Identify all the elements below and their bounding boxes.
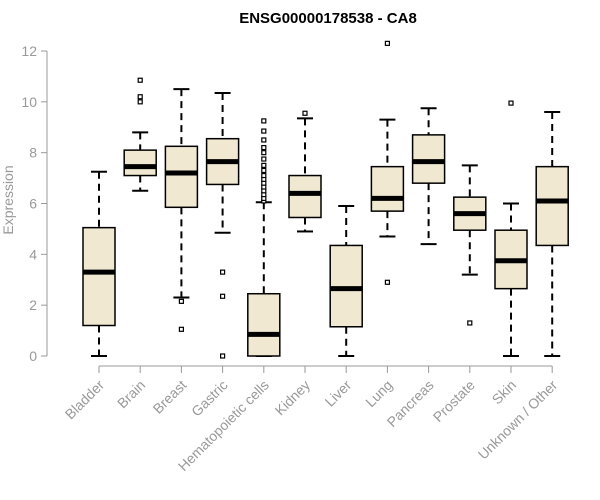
outlier-point [137,94,143,100]
y-tick-label: 12 [21,43,37,59]
box-unknown-other [535,111,569,357]
box-iqr [247,292,281,357]
box-skin [494,100,528,357]
outlier-point [261,172,267,179]
box-iqr [164,145,199,209]
x-tick-label: Bladder [62,377,108,423]
box-iqr [329,244,363,328]
outlier-point [261,118,267,124]
outlier-point [178,298,184,304]
box-liver [329,205,363,357]
x-tick-label: Skin [489,377,520,408]
outlier-point [220,353,226,359]
box-iqr [411,134,446,184]
box-iqr [82,226,116,327]
box-iqr [370,165,405,212]
chart-title: ENSG00000178538 - CA8 [239,10,417,27]
outlier-point [508,100,514,106]
box-breast [164,88,199,332]
box-iqr [535,165,569,247]
x-tick-label: Brain [114,377,148,411]
outlier-point [302,110,308,116]
box-series [82,40,569,359]
box-iqr [123,149,157,177]
y-tick-label: 4 [29,246,37,262]
outlier-point [384,40,390,46]
x-tick-label: Lung [362,377,395,410]
outlier-point [261,156,267,162]
x-tick-label: Kidney [272,377,314,419]
outlier-point [178,326,184,332]
outlier-point [220,269,226,275]
outlier-point [261,150,267,156]
outlier-point [137,77,143,83]
y-axis-label: Expression [0,165,16,234]
outlier-point [261,167,267,174]
x-tick-label: Liver [322,377,355,410]
box-iqr [288,174,322,219]
outlier-point [384,279,390,285]
outlier-point [261,162,267,168]
y-axis: 0 2 4 6 8 10 12 [21,43,48,364]
box-pancreas [411,107,446,246]
box-kidney [288,110,322,233]
box-gastric [205,91,240,359]
box-hematopoietic-cells [247,118,281,357]
outlier-point [467,320,473,326]
outlier-point [261,144,267,151]
y-tick-label: 8 [29,145,37,161]
outlier-point [137,99,143,105]
y-tick-label: 2 [29,297,37,313]
y-tick-label: 6 [29,196,37,212]
y-tick-label: 10 [21,94,37,110]
x-tick-label: Breast [150,377,190,417]
y-tick-label: 0 [29,348,37,364]
box-brain [123,77,157,192]
box-prostate [453,164,487,326]
outlier-point [261,137,267,143]
box-bladder [82,170,116,357]
x-tick-label: Prostate [430,377,478,425]
box-lung [370,40,405,285]
outlier-point [261,128,267,134]
outlier-point [220,293,226,299]
